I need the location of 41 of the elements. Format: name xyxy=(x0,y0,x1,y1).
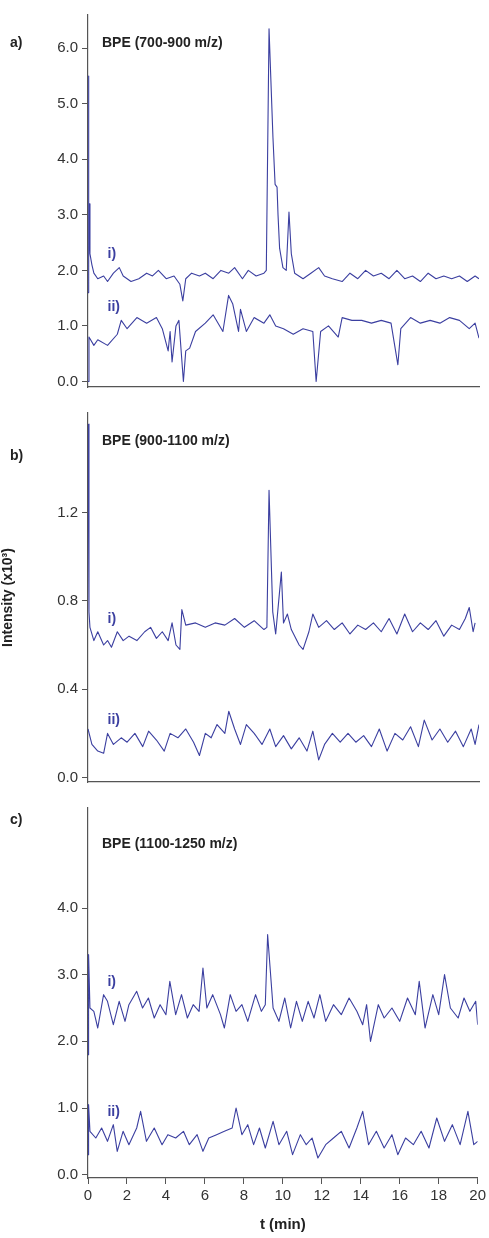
y-tick-label: 3.0 xyxy=(57,205,78,223)
y-tick-label: 0.0 xyxy=(57,1164,78,1182)
text: a) xyxy=(10,33,23,50)
y-tick-label: 5.0 xyxy=(57,93,78,111)
y-tick-label: 0.4 xyxy=(57,679,78,697)
series-label: ii) xyxy=(107,1102,120,1119)
series-label: i) xyxy=(107,972,117,989)
x-tick-label: 8 xyxy=(239,1186,249,1204)
series-label: ii) xyxy=(107,298,120,315)
x-tick-label: 14 xyxy=(352,1186,370,1204)
y-tick-label: 1.0 xyxy=(57,1098,78,1116)
x-tick-label: 2 xyxy=(122,1186,132,1204)
x-tick-label: 16 xyxy=(391,1186,409,1204)
text: BPE (1100-1250 m/z) xyxy=(102,834,238,851)
y-tick-label: 3.0 xyxy=(57,964,78,982)
y-tick-label: 4.0 xyxy=(57,898,78,916)
y-tick-label: 0.0 xyxy=(57,371,78,389)
x-tick-label: 20 xyxy=(469,1186,486,1204)
y-tick-label: 4.0 xyxy=(57,149,78,167)
x-tick-label: 18 xyxy=(430,1186,448,1204)
series-label: i) xyxy=(107,609,117,626)
x-tick-label: 0 xyxy=(83,1186,93,1204)
x-tick-label: 4 xyxy=(161,1186,171,1204)
x-axis-title: t (min) xyxy=(259,1215,306,1233)
text: b) xyxy=(10,446,24,463)
x-tick-label: 12 xyxy=(313,1186,331,1204)
y-tick-label: 2.0 xyxy=(57,1031,78,1049)
text: BPE (700-900 m/z) xyxy=(102,33,223,50)
y-tick-label: 2.0 xyxy=(57,260,78,278)
y-tick-label: 1.0 xyxy=(57,316,78,334)
y-tick-label: 0.0 xyxy=(57,767,78,785)
y-tick-label: 6.0 xyxy=(57,38,78,56)
text: BPE (900-1100 m/z) xyxy=(102,431,230,448)
series-label: ii) xyxy=(107,711,120,728)
text: c) xyxy=(10,810,23,827)
x-tick-label: 6 xyxy=(200,1186,210,1204)
y-tick-label: 1.2 xyxy=(57,502,78,520)
x-tick-label: 10 xyxy=(274,1186,292,1204)
series-label: i) xyxy=(107,245,117,262)
y-tick-label: 0.8 xyxy=(57,590,78,608)
y-axis-title: Intensity (x10³) xyxy=(0,548,16,647)
